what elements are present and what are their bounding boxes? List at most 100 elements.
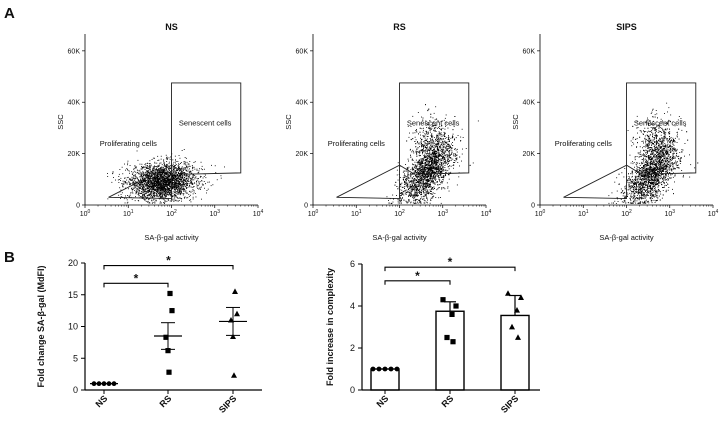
event-dot — [133, 170, 135, 172]
event-dot — [404, 190, 406, 192]
event-dot — [137, 200, 139, 201]
event-dot — [175, 188, 176, 190]
event-dot — [182, 193, 184, 195]
event-dot — [420, 122, 422, 124]
event-dot — [406, 180, 407, 182]
event-dot — [164, 180, 166, 181]
event-dot — [156, 177, 158, 179]
event-dot — [434, 157, 436, 159]
event-dot — [404, 183, 406, 185]
event-dot — [199, 168, 200, 170]
event-dot — [135, 191, 137, 193]
event-dot — [146, 198, 147, 200]
event-dot — [161, 195, 163, 197]
event-dot — [121, 166, 123, 168]
event-dot — [439, 137, 441, 139]
event-dot — [440, 165, 442, 167]
event-dot — [177, 182, 179, 184]
event-dot — [182, 189, 183, 191]
event-dot — [189, 172, 191, 173]
event-dot — [421, 186, 423, 188]
event-dot — [390, 202, 392, 204]
event-dot — [192, 168, 194, 169]
event-dot — [149, 178, 151, 180]
event-dot — [149, 172, 150, 174]
event-dot — [400, 184, 401, 185]
event-dot — [196, 182, 198, 184]
event-dot — [133, 186, 135, 188]
event-dot — [424, 179, 426, 181]
event-dot — [418, 168, 420, 170]
event-dot — [166, 191, 168, 193]
event-dot — [168, 193, 170, 195]
event-dot — [188, 193, 190, 195]
event-dot — [198, 178, 199, 179]
event-dot — [426, 143, 428, 145]
event-dot — [406, 182, 408, 184]
event-dot — [159, 168, 161, 170]
event-dot — [158, 171, 159, 173]
event-dot — [420, 194, 421, 196]
event-dot — [156, 179, 158, 181]
event-dot — [156, 185, 157, 186]
event-dot — [169, 192, 171, 193]
event-dot — [143, 186, 145, 188]
event-dot — [402, 191, 404, 193]
event-dot — [412, 173, 414, 175]
event-dot — [141, 174, 142, 176]
event-dot — [147, 170, 149, 172]
event-dot — [159, 185, 161, 187]
event-dot — [421, 184, 422, 186]
event-dot — [406, 186, 408, 187]
event-dot — [148, 177, 150, 179]
event-dot — [175, 195, 177, 197]
event-dot — [169, 195, 171, 197]
event-dot — [427, 179, 429, 181]
event-dot — [135, 193, 137, 195]
event-dot — [167, 165, 169, 166]
event-dot — [423, 162, 425, 164]
event-dot — [443, 134, 445, 135]
event-dot — [183, 189, 184, 191]
event-dot — [423, 188, 425, 190]
event-dot — [417, 172, 419, 173]
event-dot — [161, 187, 162, 189]
event-dot — [161, 192, 163, 193]
event-dot — [160, 181, 162, 183]
event-dot — [138, 187, 140, 189]
event-dot — [431, 125, 433, 127]
event-dot — [434, 158, 435, 160]
event-dot — [186, 161, 188, 163]
event-dot — [413, 171, 415, 173]
event-dot — [199, 187, 201, 189]
event-dot — [173, 176, 175, 178]
event-dot — [164, 191, 166, 193]
event-dot — [165, 196, 167, 198]
event-dot — [168, 190, 169, 192]
event-dot — [125, 182, 126, 184]
event-dot — [125, 181, 126, 182]
event-dot — [163, 173, 165, 174]
event-dot — [166, 184, 168, 185]
event-dot — [450, 147, 452, 148]
event-dot — [448, 159, 449, 161]
event-dot — [143, 179, 144, 181]
event-dot — [143, 190, 145, 192]
event-dot — [400, 202, 402, 204]
event-dot — [153, 191, 155, 192]
event-dot — [407, 171, 409, 173]
event-dot — [199, 176, 201, 178]
event-dot — [435, 145, 437, 147]
event-dot — [153, 170, 154, 171]
event-dot — [142, 166, 144, 168]
event-dot — [418, 160, 420, 162]
event-dot — [186, 182, 188, 184]
event-dot — [147, 181, 149, 183]
event-dot — [168, 187, 169, 189]
event-dot — [420, 178, 422, 180]
event-dot — [175, 185, 177, 186]
event-dot — [176, 182, 178, 184]
event-dot — [143, 174, 144, 176]
event-dot — [159, 192, 161, 194]
event-dot — [147, 196, 149, 198]
